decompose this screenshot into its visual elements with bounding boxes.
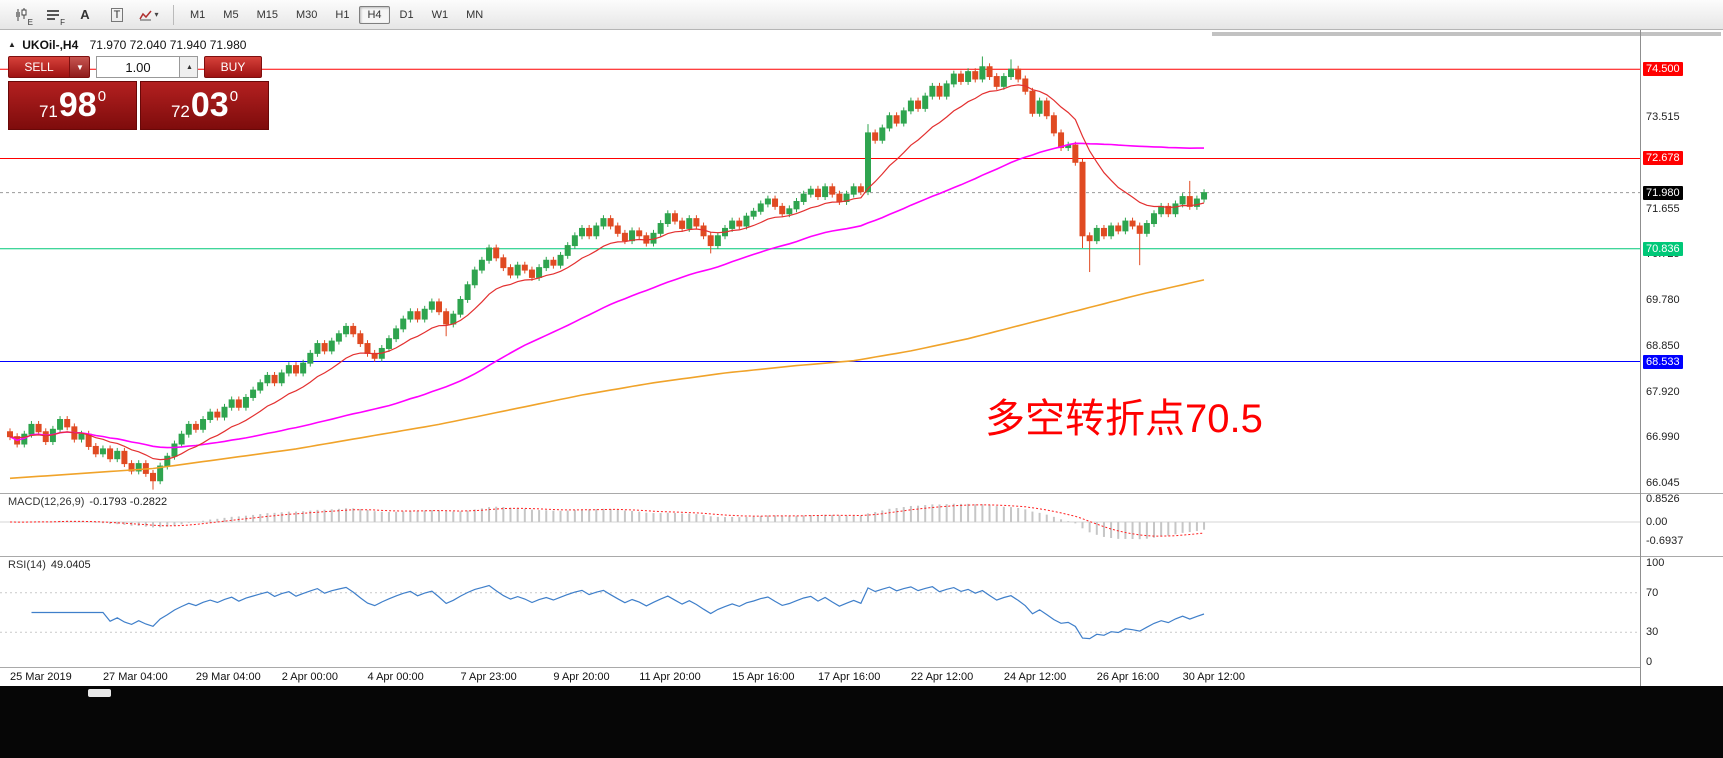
sell-options-caret-icon[interactable]: ▼ — [70, 56, 90, 78]
rsi-axis-tick: 70 — [1646, 586, 1659, 599]
chart-header: ▲ UKOil-,H4 71.970 72.040 71.940 71.980 — [8, 38, 246, 52]
date-label: 30 Apr 12:00 — [1182, 671, 1245, 683]
timeframe-h4[interactable]: H4 — [359, 5, 390, 24]
date-label: 27 Mar 04:00 — [102, 671, 168, 683]
timeframe-m5[interactable]: M5 — [223, 8, 239, 21]
trade-panel: SELL ▼ ▲ BUY 71 98 0 72 03 0 — [8, 56, 278, 130]
rsi-axis-tick: 30 — [1646, 626, 1659, 639]
sell-price-whole: 71 — [38, 102, 58, 121]
rsi-header: RSI(14) 49.0405 — [8, 559, 91, 571]
trade-controls-row: SELL ▼ ▲ BUY — [8, 56, 278, 78]
rsi-title: RSI(14) — [8, 559, 46, 571]
price-tick: 69.780 — [1646, 294, 1680, 307]
macd-panel[interactable] — [0, 493, 1640, 556]
price-level-label: 72.678 — [1643, 151, 1683, 166]
panel-divider[interactable] — [0, 493, 1723, 494]
tool-sub-label: E — [27, 17, 33, 27]
date-label: 26 Apr 16:00 — [1096, 671, 1160, 683]
indicator-zigzag-icon — [139, 10, 153, 20]
rsi-value: 49.0405 — [50, 559, 91, 571]
macd-axis-tick: -0.6937 — [1646, 534, 1684, 547]
price-tick: 66.990 — [1646, 431, 1680, 444]
arrow-tool-button[interactable]: A — [70, 2, 100, 28]
price-level-label: 71.980 — [1643, 185, 1683, 200]
date-label: 29 Mar 04:00 — [195, 671, 261, 683]
rsi-axis-tick: 0 — [1646, 656, 1653, 668]
ohlc-values: 71.970 72.040 71.940 71.980 — [89, 38, 247, 52]
price-tick: 71.655 — [1646, 202, 1680, 215]
price-tick: 67.920 — [1646, 385, 1680, 398]
taskbar-item[interactable] — [88, 689, 111, 697]
volume-increase-icon[interactable]: ▲ — [180, 56, 198, 78]
collapse-icon[interactable]: ▲ — [8, 40, 16, 49]
price-tick: 73.515 — [1646, 111, 1680, 124]
buy-price-tenth: 0 — [229, 88, 239, 105]
chart-annotation-text[interactable]: 多空转折点70.5 — [985, 397, 1263, 441]
date-label: 4 Apr 00:00 — [367, 671, 424, 683]
chevron-down-icon: ▾ — [154, 10, 159, 19]
price-tick: 68.850 — [1646, 340, 1680, 353]
sell-price-tile[interactable]: 71 98 0 — [8, 81, 137, 130]
price-level-label: 68.533 — [1643, 354, 1683, 369]
macd-header: MACD(12,26,9) -0.1793 -0.2822 — [8, 496, 167, 508]
time-axis: 25 Mar 2019 27 Mar 04:00 29 Mar 04:00 2 Apr… — [0, 667, 1640, 686]
macd-title: MACD(12,26,9) — [8, 496, 85, 508]
arrow-tool-label: A — [80, 7, 90, 22]
timeframe-w1[interactable]: W1 — [431, 8, 449, 21]
toolbar-separator — [173, 4, 174, 25]
price-tick: 66.045 — [1646, 477, 1680, 490]
buy-price-pips: 03 — [190, 86, 229, 124]
chart-hscrollbar-thumb[interactable] — [1212, 32, 1721, 36]
date-label: 24 Apr 12:00 — [1003, 671, 1067, 683]
timeframe-mn[interactable]: MN — [466, 8, 484, 21]
sell-button[interactable]: SELL — [8, 56, 70, 78]
candlestick-icon — [15, 7, 26, 21]
date-label: 22 Apr 12:00 — [910, 671, 974, 683]
date-label: 17 Apr 16:00 — [817, 671, 881, 683]
rsi-panel[interactable] — [0, 556, 1640, 666]
date-label: 25 Mar 2019 — [10, 671, 72, 683]
timeframe-h1[interactable]: H1 — [335, 8, 350, 21]
rsi-axis-tick: 100 — [1646, 557, 1665, 569]
text-tool-label: T — [110, 7, 124, 22]
price-axis-separator — [1640, 30, 1641, 686]
timeframe-d1[interactable]: D1 — [399, 8, 414, 21]
date-label: 2 Apr 00:00 — [281, 671, 338, 683]
symbol-title: UKOil-,H4 — [22, 38, 79, 52]
timeframe-m30[interactable]: M30 — [295, 8, 318, 21]
sell-price-pips: 98 — [58, 86, 97, 124]
sell-price-tenth: 0 — [97, 88, 107, 105]
timeframe-m1[interactable]: M1 — [190, 8, 206, 21]
trade-prices-row: 71 98 0 72 03 0 — [8, 81, 278, 130]
taskbar — [0, 686, 1723, 758]
chart-type-icon[interactable]: E — [6, 2, 36, 28]
panel-divider[interactable] — [0, 556, 1723, 557]
buy-button[interactable]: BUY — [204, 56, 262, 78]
tool-sub-label: F — [60, 17, 65, 27]
macd-axis-tick: 0.00 — [1646, 516, 1668, 528]
macd-axis-tick: 0.8526 — [1646, 492, 1680, 505]
date-label: 9 Apr 20:00 — [553, 671, 610, 683]
chart-area: ▲ UKOil-,H4 71.970 72.040 71.940 71.980 … — [0, 30, 1723, 686]
timeframe-m15[interactable]: M15 — [256, 8, 278, 21]
text-tool-button[interactable]: T — [102, 2, 132, 28]
indicators-button[interactable]: ▾ — [134, 2, 164, 28]
buy-price-tile[interactable]: 72 03 0 — [140, 81, 269, 130]
price-level-label: 70.836 — [1643, 241, 1683, 256]
date-label: 11 Apr 20:00 — [639, 671, 701, 683]
price-tick: 70.725 — [1646, 248, 1680, 261]
date-label: 15 Apr 16:00 — [732, 671, 795, 683]
macd-values: -0.1793 -0.2822 — [89, 496, 168, 508]
chart-shift-icon[interactable]: F — [38, 2, 68, 28]
buy-price-whole: 72 — [170, 102, 190, 121]
price-chart[interactable] — [0, 30, 1640, 493]
lines-icon — [47, 9, 59, 20]
toolbar: E F A T ▾ M1 M5 M15 M30 H1 H4 D1 W1 MN — [0, 0, 1723, 30]
timeframe-bar: M1 M5 M15 M30 H1 H4 D1 W1 MN — [181, 5, 492, 24]
date-label: 7 Apr 23:00 — [460, 671, 517, 683]
volume-input[interactable] — [96, 56, 180, 78]
price-level-label: 74.500 — [1643, 62, 1683, 77]
